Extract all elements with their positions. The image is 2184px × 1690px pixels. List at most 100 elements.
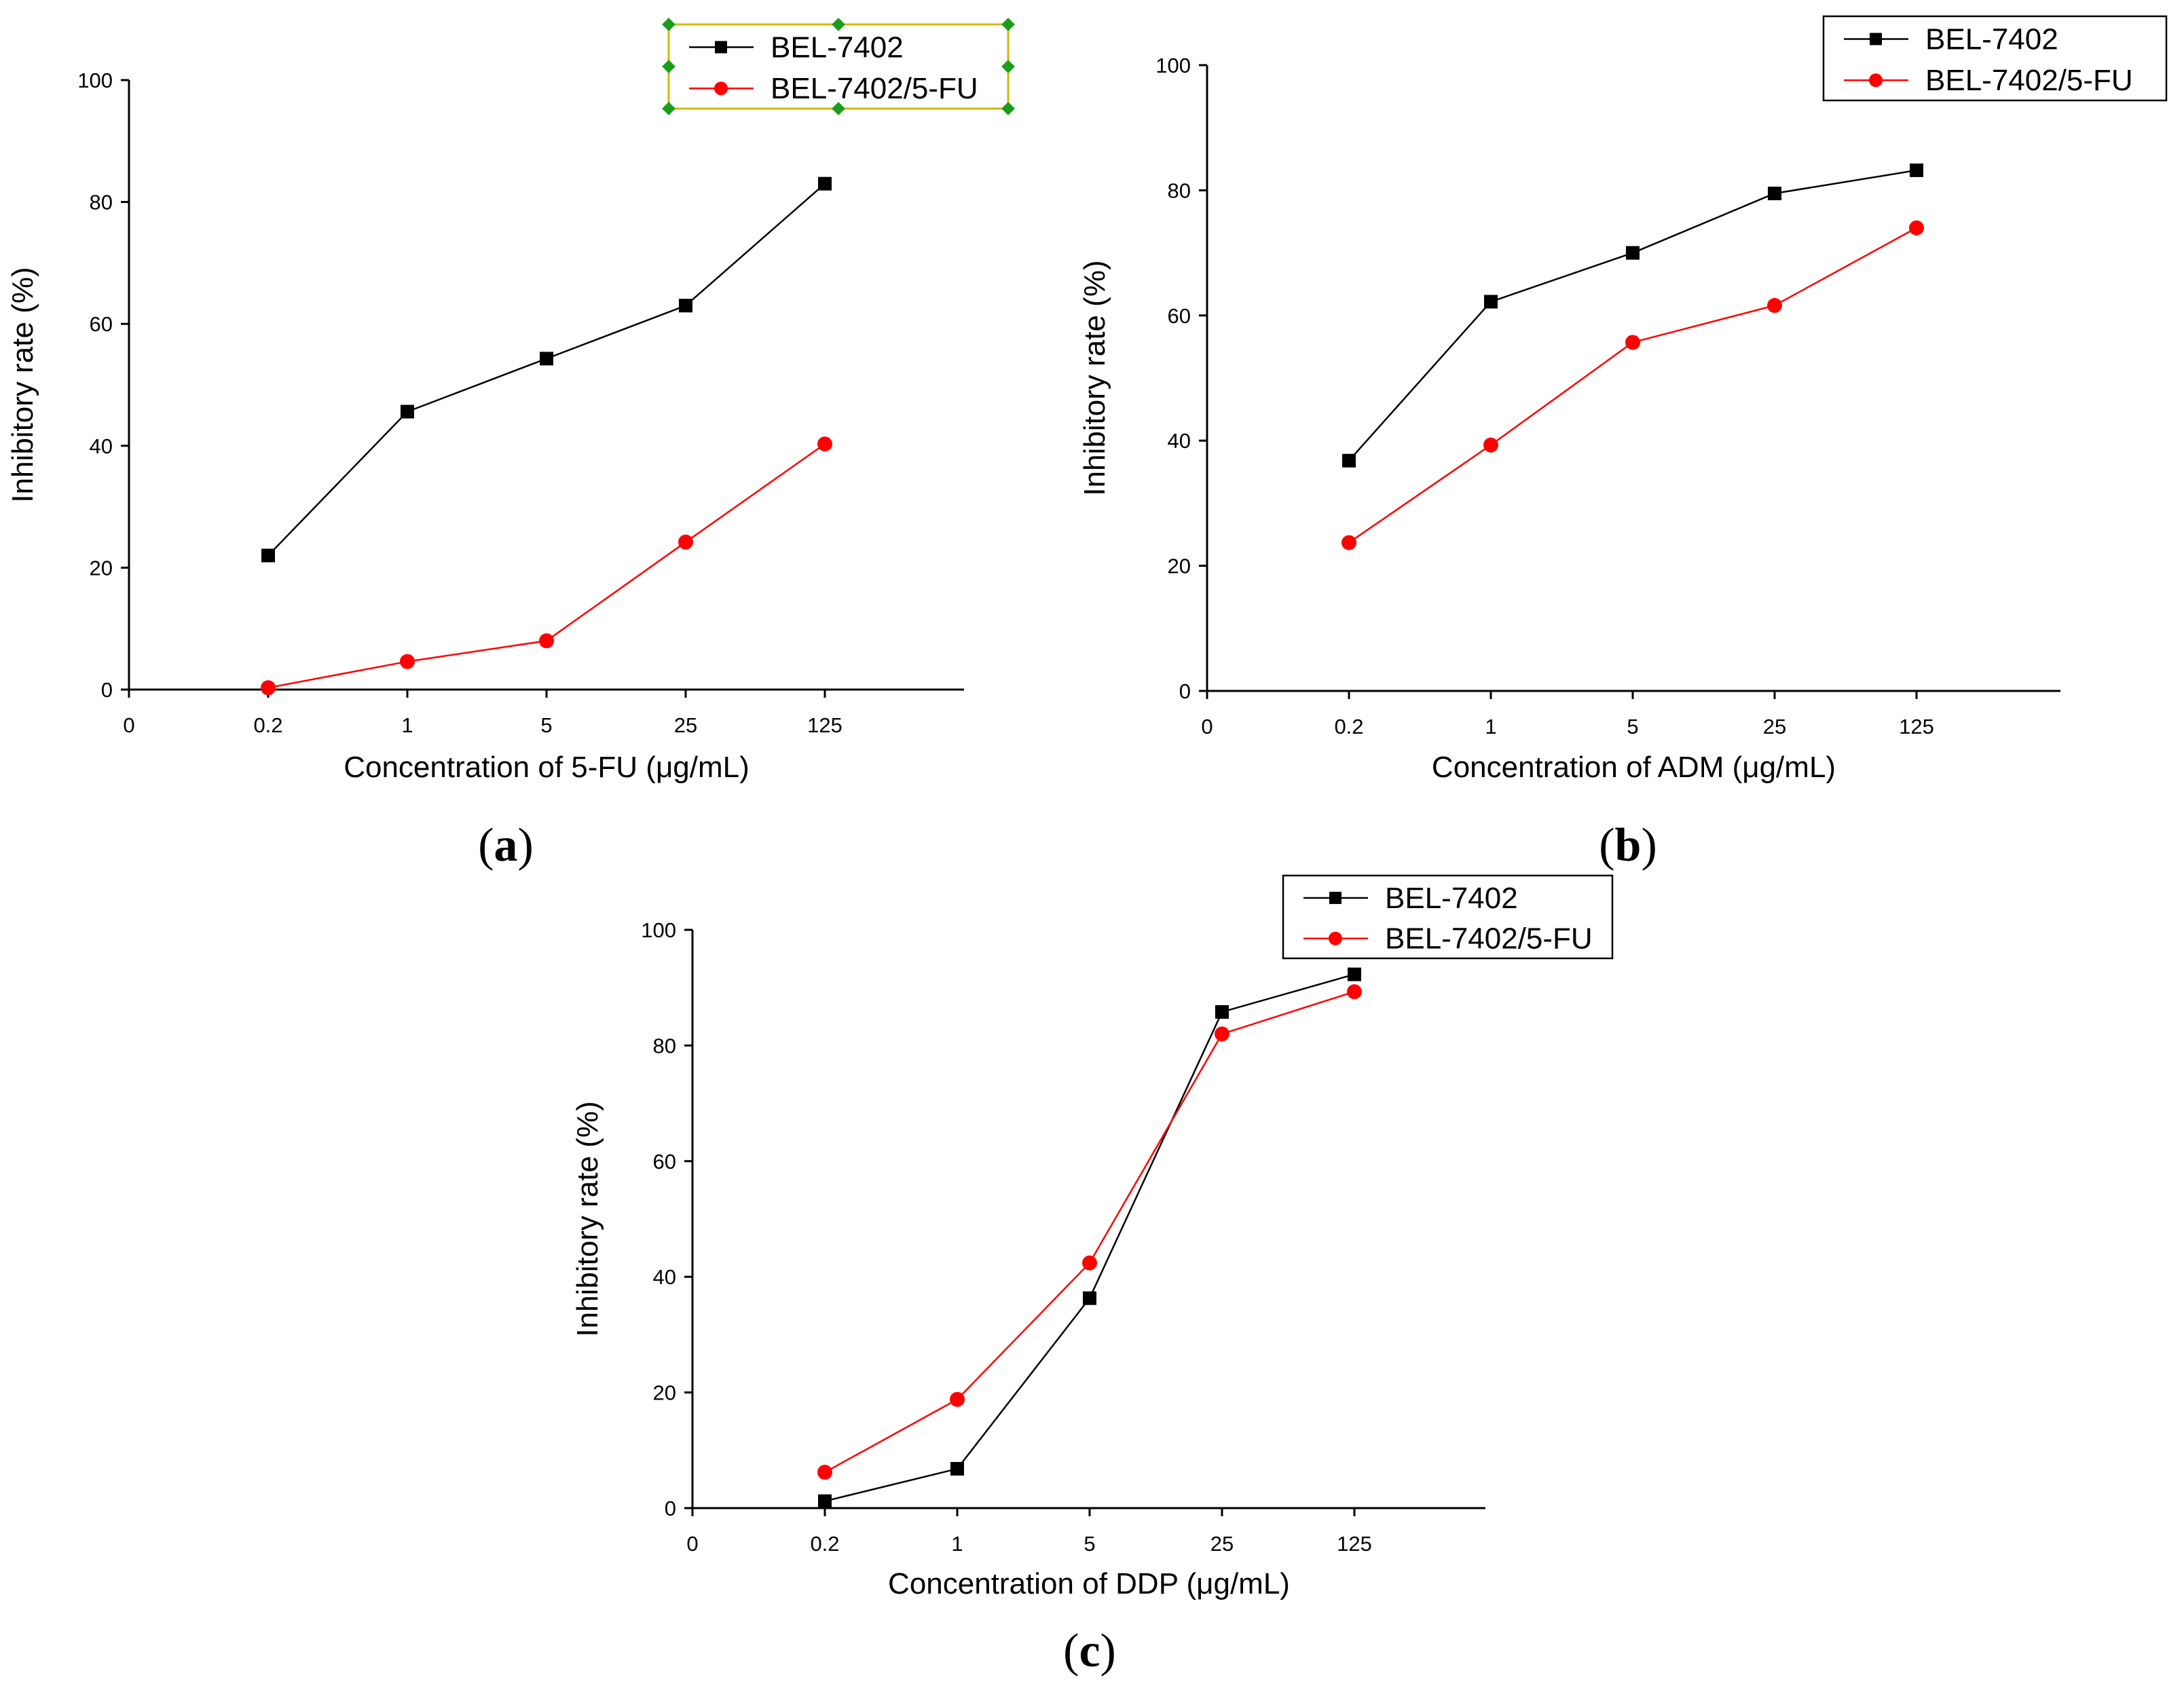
x-axis-title: Concentration of DDP (μg/mL) bbox=[888, 1567, 1290, 1600]
selection-handle-icon bbox=[1001, 60, 1015, 73]
data-point-square bbox=[1484, 295, 1498, 309]
y-tick-label: 20 bbox=[90, 556, 113, 580]
x-tick-label: 1 bbox=[951, 1532, 963, 1556]
series-line-bel-7402 bbox=[267, 183, 826, 557]
x-tick-label: 5 bbox=[1084, 1532, 1095, 1556]
legend-marker-circle bbox=[714, 81, 728, 96]
panel-label: (c) bbox=[1063, 1625, 1116, 1677]
data-point-circle bbox=[1909, 220, 1924, 236]
y-tick-label: 60 bbox=[653, 1150, 676, 1173]
y-tick-label: 0 bbox=[101, 678, 113, 702]
data-point-square bbox=[1215, 1004, 1229, 1019]
chart-panel-c: 0 20 40 60 80 100 0 0.2 1 5 25 125 Inhibitory rate (… bbox=[571, 874, 1614, 1677]
series-line-bel-7402-5fu bbox=[1348, 227, 1917, 544]
x-tick-label: 125 bbox=[1337, 1532, 1372, 1556]
x-tick-label: 1 bbox=[401, 713, 413, 737]
data-point-square bbox=[540, 352, 553, 366]
chart-panel-b: 0 20 40 60 80 100 0 0.2 1 5 25 125 Inhibitory rate (… bbox=[1078, 15, 2168, 871]
legend-marker-square bbox=[1870, 33, 1882, 45]
data-point-square bbox=[261, 548, 275, 563]
data-point-square bbox=[1768, 187, 1781, 201]
legend-marker-circle bbox=[1329, 931, 1342, 945]
data-point-square bbox=[1348, 967, 1361, 981]
y-axis-title: Inhibitory rate (%) bbox=[571, 1101, 604, 1336]
y-axis-title: Inhibitory rate (%) bbox=[6, 267, 39, 502]
data-point-circle bbox=[261, 680, 276, 696]
legend-label: BEL-7402 bbox=[771, 31, 904, 64]
legend-label: BEL-7402/5-FU bbox=[771, 72, 978, 105]
x-tick-label: 0 bbox=[686, 1532, 698, 1556]
selection-handle-icon bbox=[832, 18, 845, 31]
data-point-circle bbox=[1767, 298, 1782, 314]
series-line-bel-7402 bbox=[824, 973, 1355, 1502]
x-tick-label: 1 bbox=[1485, 715, 1496, 738]
y-tick-label: 40 bbox=[1168, 429, 1191, 453]
legend-label: BEL-7402/5-FU bbox=[1385, 922, 1593, 956]
data-point-circle bbox=[400, 654, 415, 669]
x-tick-label: 5 bbox=[540, 713, 552, 737]
y-tick-label: 100 bbox=[641, 918, 676, 942]
series-line-bel-7402-5fu bbox=[824, 990, 1355, 1473]
x-axis-title: Concentration of 5-FU (μg/mL) bbox=[344, 751, 749, 784]
data-point-square bbox=[679, 299, 692, 313]
y-tick-label: 80 bbox=[653, 1034, 676, 1057]
chart-panel-a: 0 20 40 60 80 100 0 0.2 1 5 25 125 Inhibitory rate (… bbox=[6, 18, 1015, 871]
legend-label: BEL-7402/5-FU bbox=[1925, 64, 2133, 97]
data-point-circle bbox=[950, 1391, 965, 1407]
series-line-bel-7402 bbox=[1348, 169, 1917, 462]
x-tick-label: 0.2 bbox=[810, 1532, 839, 1556]
selection-handle-icon bbox=[1001, 102, 1015, 115]
panel-label: (b) bbox=[1599, 819, 1657, 871]
selection-handle-icon bbox=[832, 102, 845, 115]
data-point-circle bbox=[1625, 335, 1640, 350]
y-tick-label: 0 bbox=[665, 1497, 676, 1520]
legend: BEL-7402 BEL-7402/5-FU bbox=[662, 18, 1015, 115]
x-tick-label: 25 bbox=[1210, 1532, 1234, 1556]
data-point-square bbox=[1910, 163, 1923, 177]
data-point-circle bbox=[1215, 1026, 1229, 1042]
legend-label: BEL-7402 bbox=[1385, 882, 1518, 915]
x-tick-label: 0 bbox=[123, 713, 134, 737]
y-tick-label: 0 bbox=[1179, 679, 1191, 703]
legend: BEL-7402 BEL-7402/5-FU bbox=[1282, 874, 1614, 960]
panel-label: (a) bbox=[478, 819, 534, 871]
x-tick-label: 25 bbox=[1763, 715, 1786, 738]
panel-letter: c bbox=[1079, 1625, 1100, 1677]
legend-marker-square bbox=[1329, 891, 1341, 904]
x-tick-label: 125 bbox=[1899, 715, 1934, 738]
series-line-bel-7402-5fu bbox=[267, 443, 826, 689]
x-tick-label: 5 bbox=[1627, 715, 1638, 738]
data-point-circle bbox=[817, 1465, 832, 1480]
y-tick-label: 80 bbox=[90, 191, 113, 214]
legend: BEL-7402 BEL-7402/5-FU bbox=[1822, 15, 2168, 102]
legend-marker-circle bbox=[1869, 73, 1883, 88]
y-tick-label: 20 bbox=[1168, 555, 1191, 578]
data-point-square bbox=[818, 176, 832, 191]
selection-handle-icon bbox=[1001, 18, 1015, 31]
data-point-square bbox=[1083, 1291, 1096, 1305]
y-axis-title: Inhibitory rate (%) bbox=[1078, 260, 1111, 495]
data-point-square bbox=[401, 405, 414, 419]
data-point-square bbox=[1342, 453, 1356, 468]
data-point-circle bbox=[1341, 535, 1356, 550]
y-tick-label: 100 bbox=[77, 69, 113, 92]
y-tick-label: 60 bbox=[1168, 304, 1191, 328]
legend-label: BEL-7402 bbox=[1925, 22, 2058, 56]
data-point-circle bbox=[678, 534, 693, 550]
y-tick-label: 60 bbox=[90, 312, 113, 336]
data-point-circle bbox=[539, 633, 554, 649]
x-tick-label: 25 bbox=[674, 713, 697, 737]
x-tick-label: 0.2 bbox=[253, 713, 282, 737]
data-point-square bbox=[950, 1462, 964, 1476]
data-point-circle bbox=[817, 436, 832, 452]
y-tick-label: 40 bbox=[653, 1265, 676, 1289]
x-tick-label: 0 bbox=[1201, 715, 1213, 738]
x-tick-label: 125 bbox=[807, 713, 843, 737]
x-axis-title: Concentration of ADM (μg/mL) bbox=[1432, 751, 1836, 784]
data-point-square bbox=[1626, 246, 1640, 260]
y-tick-label: 40 bbox=[90, 434, 113, 458]
data-point-circle bbox=[1483, 437, 1498, 453]
panel-letter: a bbox=[494, 819, 518, 871]
y-tick-label: 80 bbox=[1168, 179, 1191, 202]
